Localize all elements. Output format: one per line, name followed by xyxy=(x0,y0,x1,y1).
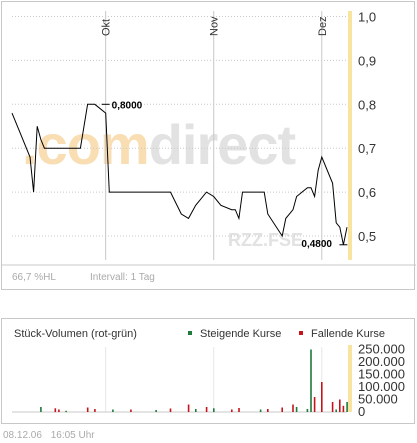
volume-bar-rising xyxy=(195,409,197,412)
y-tick-label: 0,5 xyxy=(358,229,376,244)
volume-y-tick-label: 250.000 xyxy=(358,342,405,357)
price-chart-panel: .comdirect RZZ.FSE 1,0 0,9 0,8 0,7 0,6 0,5 Okt No… xyxy=(1,1,416,290)
volume-bar-falling xyxy=(130,409,132,412)
volume-y-tick-label: 0 xyxy=(358,404,365,419)
volume-bar-falling xyxy=(292,404,294,412)
volume-bar-falling xyxy=(231,409,233,412)
volume-bar-falling xyxy=(205,407,208,412)
volume-y-tick-label: 150.000 xyxy=(358,367,405,382)
y-tick-label: 1,0 xyxy=(358,10,376,25)
symbol-watermark: RZZ.FSE xyxy=(228,230,303,250)
volume-bar-rising xyxy=(335,409,337,412)
volume-bar-rising xyxy=(155,410,157,412)
price-chart: .comdirect RZZ.FSE 1,0 0,9 0,8 0,7 0,6 0,5 Okt No… xyxy=(2,10,416,283)
high-value-label: 0,8000 xyxy=(112,100,143,111)
volume-chart: Stück-Volumen (rot-grün) Steigende Kurse F… xyxy=(12,328,405,419)
watermark-brand-part: .com xyxy=(22,113,149,176)
volume-bar-falling xyxy=(339,399,341,412)
volume-bar-falling xyxy=(267,409,269,412)
volume-title: Stück-Volumen (rot-grün) xyxy=(14,328,137,340)
y-tick-label: 0,8 xyxy=(358,97,376,112)
volume-bar-rising xyxy=(65,410,67,413)
watermark-brand-part: direct xyxy=(149,113,296,176)
comdirect-watermark: .comdirect xyxy=(22,113,296,176)
month-label: Nov xyxy=(209,16,221,36)
volume-bar-falling xyxy=(342,405,345,413)
legend-falling-label: Fallende Kurse xyxy=(311,328,385,340)
volume-bar-falling xyxy=(238,408,240,412)
volume-bar-falling xyxy=(321,382,323,412)
volume-bar-falling xyxy=(86,407,89,412)
volume-chart-panel: Stück-Volumen (rot-grün) Steigende Kurse F… xyxy=(1,318,415,424)
volume-y-tick-label: 100.000 xyxy=(358,379,405,394)
timestamp-date: 08.12.06 xyxy=(3,430,42,441)
month-label: Dez xyxy=(317,16,329,36)
interval-label: Intervall: 1 Tag xyxy=(90,272,155,283)
volume-bar-falling xyxy=(169,408,172,412)
month-label: Okt xyxy=(101,19,113,36)
volume-bar-rising xyxy=(295,407,298,412)
volume-bar-rising xyxy=(346,402,348,412)
volume-y-tick-label: 200.000 xyxy=(358,354,405,369)
timestamp-time: 16:05 Uhr xyxy=(50,430,95,441)
volume-bar-falling xyxy=(94,409,96,412)
price-line xyxy=(11,103,348,245)
volume-bar-rising xyxy=(213,408,215,413)
y-tick-label: 0,7 xyxy=(358,141,376,156)
volume-bar-falling xyxy=(313,397,316,412)
y-tick-label: 0,6 xyxy=(358,185,376,200)
volume-bar-rising xyxy=(306,409,309,412)
volume-y-tick-label: 50.000 xyxy=(358,392,398,407)
y-tick-label: 0,9 xyxy=(358,53,376,68)
year-end-band xyxy=(348,345,352,412)
volume-bar-falling xyxy=(58,409,60,412)
legend-falling-swatch xyxy=(299,331,303,335)
legend-rising-swatch xyxy=(188,331,192,335)
high-low-percent: 66,7 %HL xyxy=(12,272,56,283)
volume-bar-rising xyxy=(112,409,114,412)
low-value-label: 0,4800 xyxy=(301,239,332,250)
volume-bar-rising xyxy=(310,349,312,412)
volume-bar-rising xyxy=(40,407,42,412)
volume-bar-falling xyxy=(281,407,283,412)
volume-bar-falling xyxy=(187,404,190,412)
year-end-band xyxy=(348,11,352,260)
legend-rising-label: Steigende Kurse xyxy=(200,328,281,340)
volume-bar-falling xyxy=(54,408,57,413)
timestamp: 08.12.06 16:05 Uhr xyxy=(3,430,95,441)
volume-bar-rising xyxy=(259,409,262,412)
volume-bar-falling xyxy=(331,402,334,412)
